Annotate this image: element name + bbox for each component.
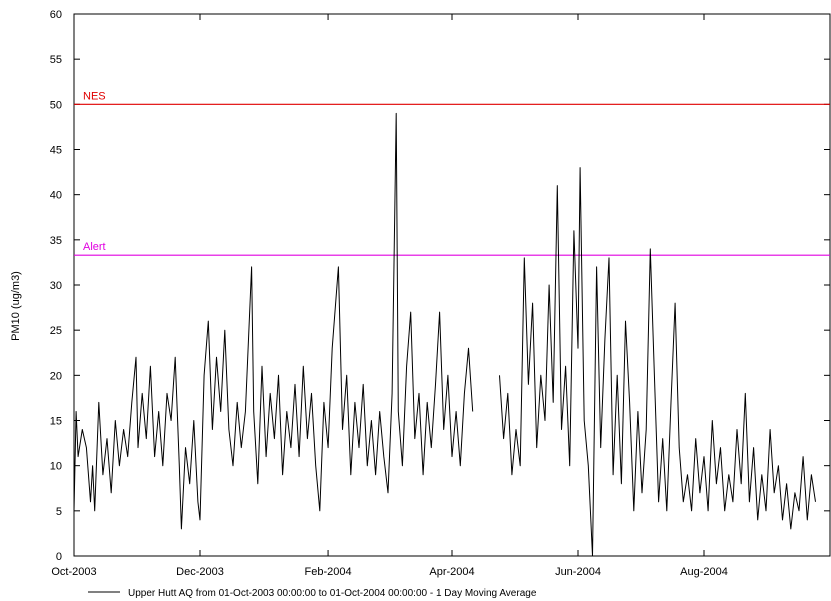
y-tick-label: 25	[50, 325, 62, 337]
y-tick-label: 10	[50, 461, 62, 473]
y-tick-label: 30	[50, 280, 62, 292]
y-tick-label: 40	[50, 190, 62, 202]
y-tick-label: 55	[50, 54, 62, 66]
y-tick-label: 20	[50, 370, 62, 382]
legend-label: Upper Hutt AQ from 01-Oct-2003 00:00:00 …	[128, 588, 537, 599]
y-axis-label: PM10 (ug/m3)	[10, 271, 22, 341]
reference-label-alert: Alert	[83, 241, 106, 253]
y-tick-label: 50	[50, 99, 62, 111]
x-tick-label: Apr-2004	[429, 566, 474, 578]
x-tick-label: Oct-2003	[51, 566, 96, 578]
plot-frame	[73, 13, 831, 557]
series-line-segment	[499, 167, 816, 557]
reference-label-nes: NES	[83, 90, 106, 102]
x-tick-label: Aug-2004	[680, 566, 728, 578]
legend: Upper Hutt AQ from 01-Oct-2003 00:00:00 …	[88, 588, 537, 599]
y-tick-label: 15	[50, 416, 62, 428]
series-line-segment	[73, 112, 474, 530]
x-tick-label: Feb-2004	[305, 566, 352, 578]
plot-area: 0 5 10 15 20 25 30 35 40 45 50 55 60 Oct-2003 Dec-2003…	[50, 9, 831, 578]
x-tick-label: Dec-2003	[176, 566, 224, 578]
x-tick-label: Jun-2004	[555, 566, 601, 578]
y-tick-label: 60	[50, 9, 62, 21]
y-tick-label: 45	[50, 145, 62, 157]
y-tick-label: 5	[56, 506, 62, 518]
y-tick-label: 35	[50, 235, 62, 247]
y-tick-label: 0	[56, 551, 62, 563]
